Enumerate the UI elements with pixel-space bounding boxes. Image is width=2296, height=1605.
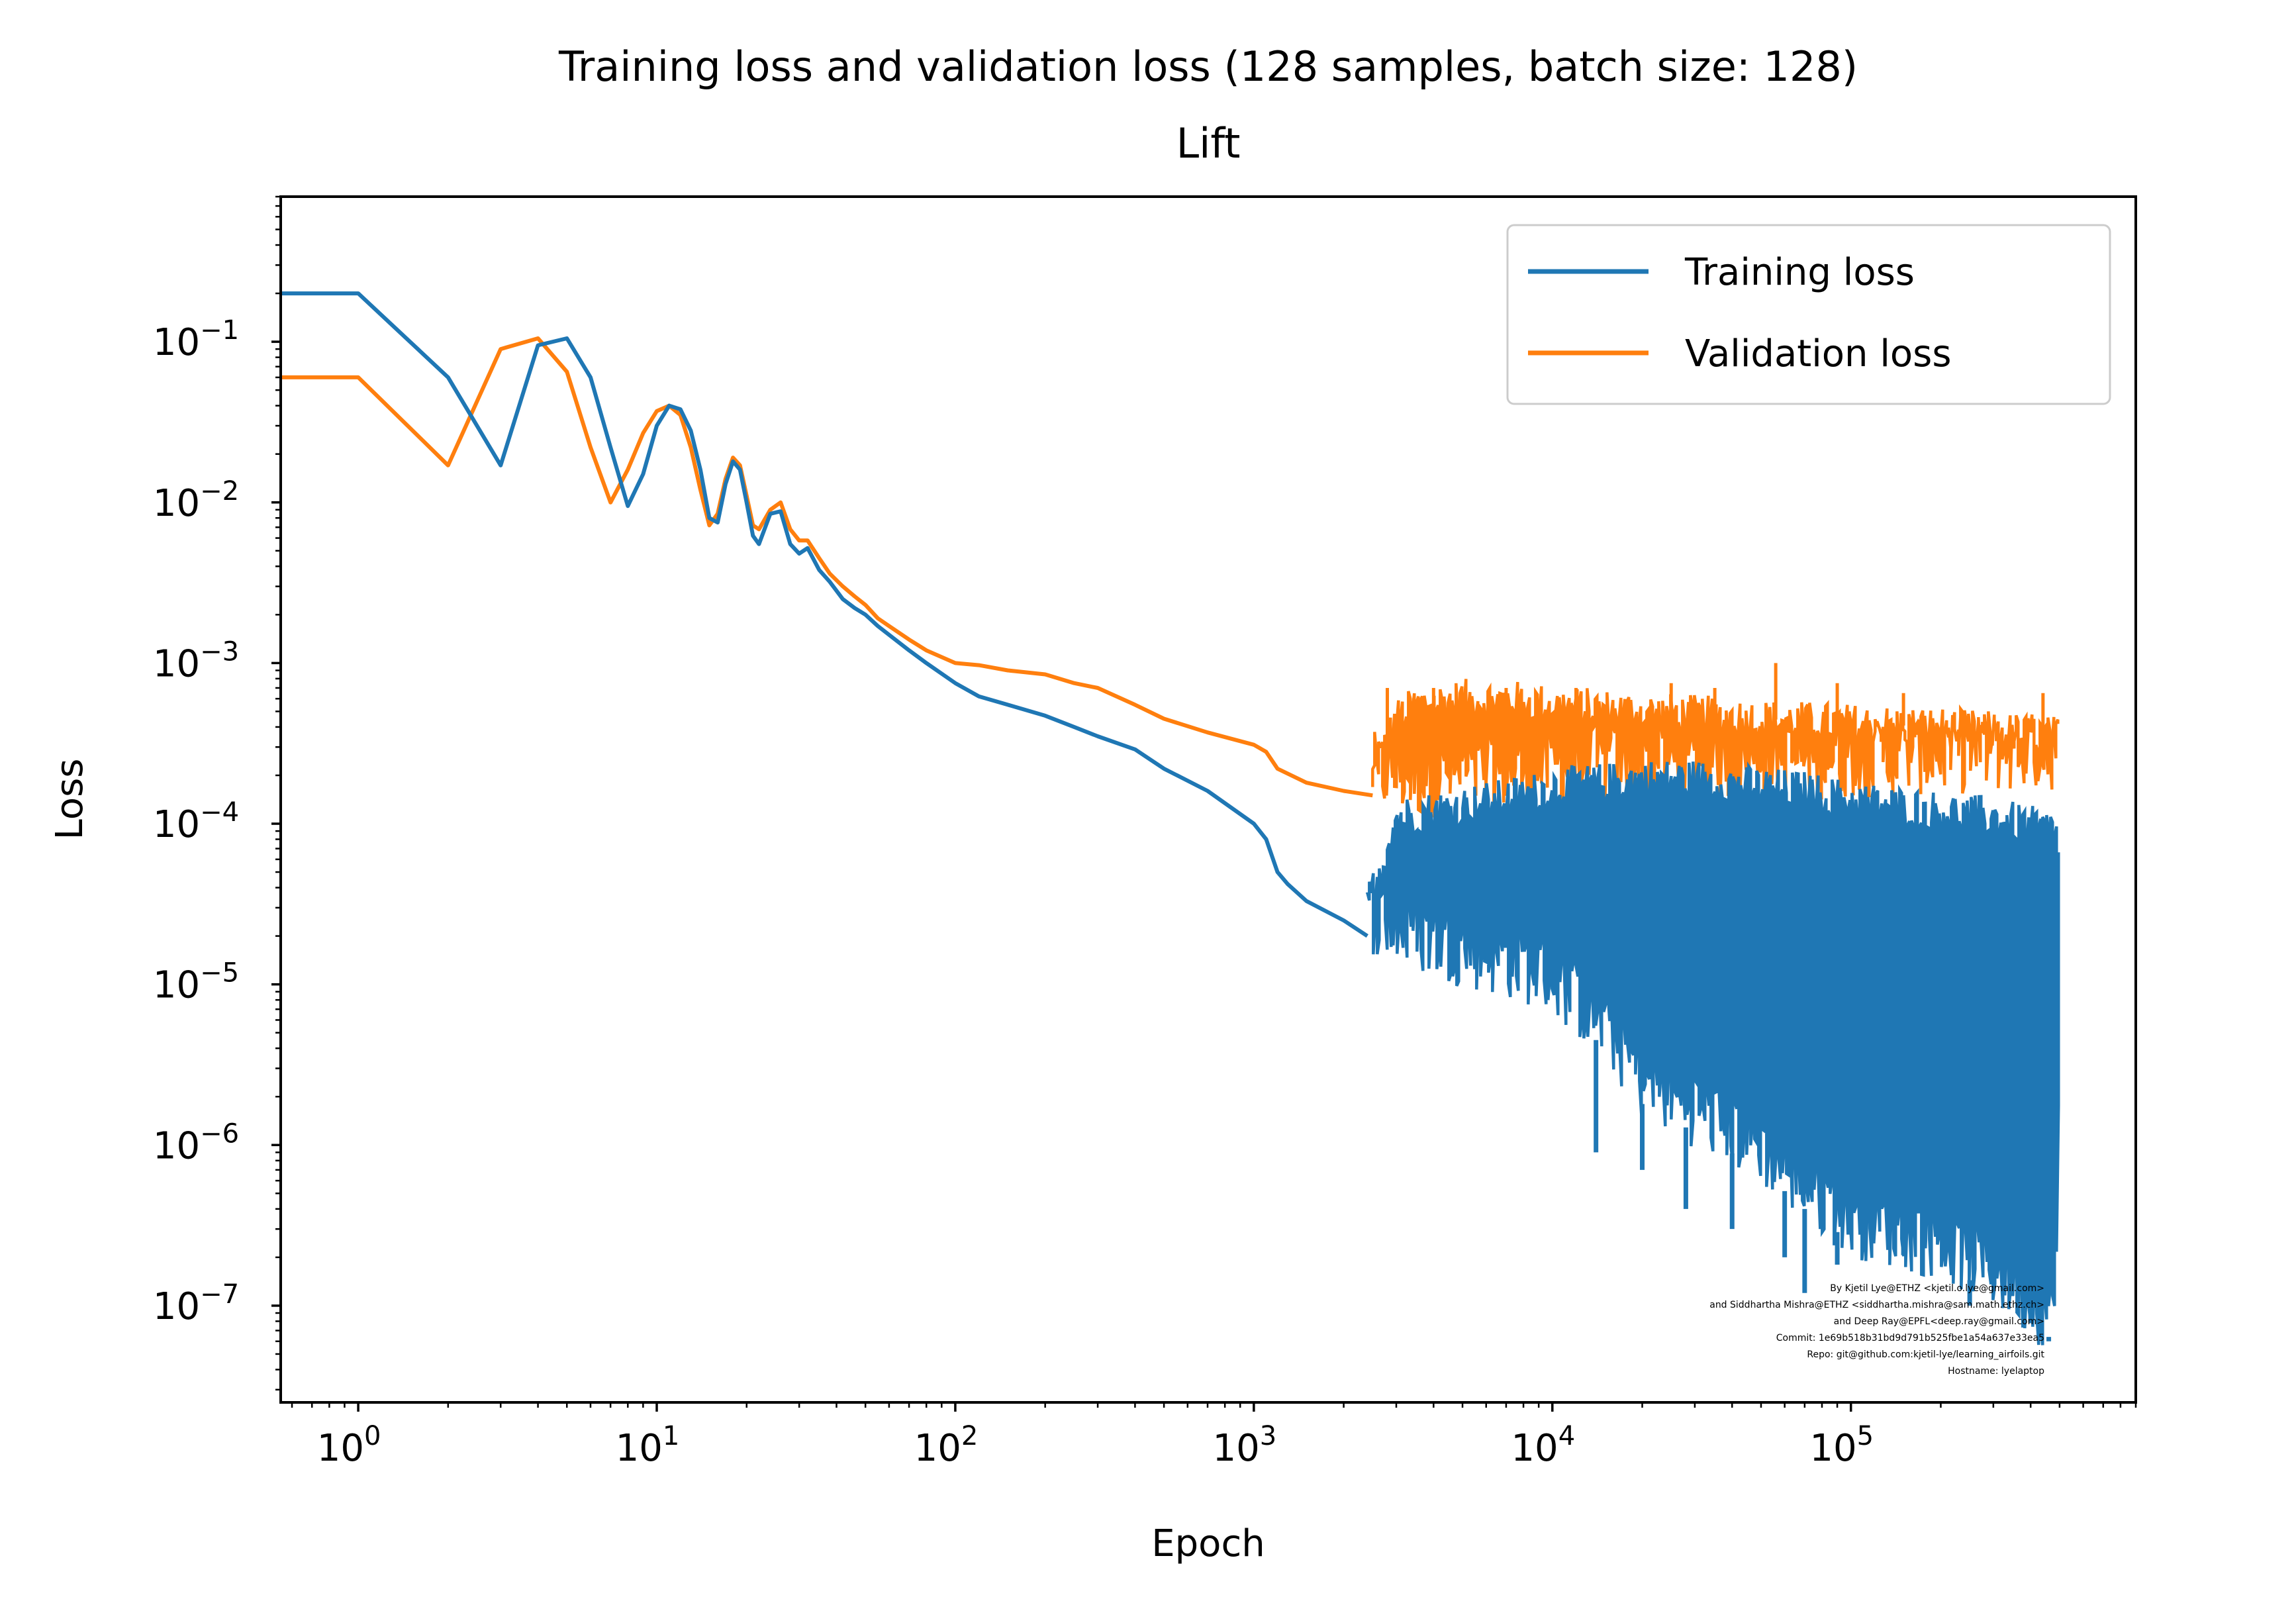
training-loss-band <box>1366 761 2060 1345</box>
credit-line: Commit: 1e69b518b31bd9d791b525fbe1a54a63… <box>1776 1333 2044 1343</box>
y-tick-label: 10−7 <box>153 1279 239 1328</box>
legend-label-training: Training loss <box>1684 251 1915 294</box>
credit-watermark: By Kjetil Lye@ETHZ <kjetil.o.lye@gmail.c… <box>1709 1283 2044 1377</box>
series-line-training-loss <box>281 291 1368 938</box>
y-tick-label: 10−3 <box>153 636 239 685</box>
x-tick-label: 101 <box>616 1421 680 1470</box>
y-tick-label: 10−2 <box>153 476 239 525</box>
credit-line: and Deep Ray@EPFL<deep.ray@gmail.com> <box>1834 1316 2044 1327</box>
x-axis-ticks: 100 101 102 103 104 105 <box>291 1402 2137 1470</box>
x-tick-label: 100 <box>317 1421 381 1470</box>
x-tick-label: 104 <box>1511 1421 1575 1470</box>
series-line-validation-loss <box>281 336 1373 798</box>
credit-line: By Kjetil Lye@ETHZ <kjetil.o.lye@gmail.c… <box>1830 1283 2044 1294</box>
y-axis-ticks: 10−1 10−2 10−3 10−4 10−5 10−6 10−7 <box>153 195 281 1391</box>
plot-area <box>281 291 2060 1345</box>
credit-line: Repo: git@github.com:kjetil-lye/learning… <box>1807 1349 2044 1360</box>
x-axis-label: Epoch <box>1151 1522 1265 1565</box>
plot-series-group <box>281 291 2060 1345</box>
x-tick-label: 105 <box>1809 1421 1874 1470</box>
y-tick-label: 10−5 <box>153 958 239 1007</box>
y-tick-label: 10−1 <box>153 315 239 364</box>
y-tick-label: 10−4 <box>153 797 239 846</box>
legend-box <box>1506 224 2111 405</box>
y-tick-label: 10−6 <box>153 1118 239 1167</box>
y-axis-label: Loss <box>48 759 91 840</box>
credit-line: and Siddhartha Mishra@ETHZ <siddhartha.m… <box>1709 1300 2044 1310</box>
x-tick-label: 102 <box>914 1421 979 1470</box>
x-tick-label: 103 <box>1212 1421 1276 1470</box>
credit-line: Hostname: lyelaptop <box>1948 1366 2044 1377</box>
legend: Training loss Validation loss <box>1506 224 2111 405</box>
legend-label-validation: Validation loss <box>1685 332 1952 375</box>
chart-subtitle: Lift <box>1176 119 1241 168</box>
chart-title: Training loss and validation loss (128 s… <box>558 42 1858 91</box>
